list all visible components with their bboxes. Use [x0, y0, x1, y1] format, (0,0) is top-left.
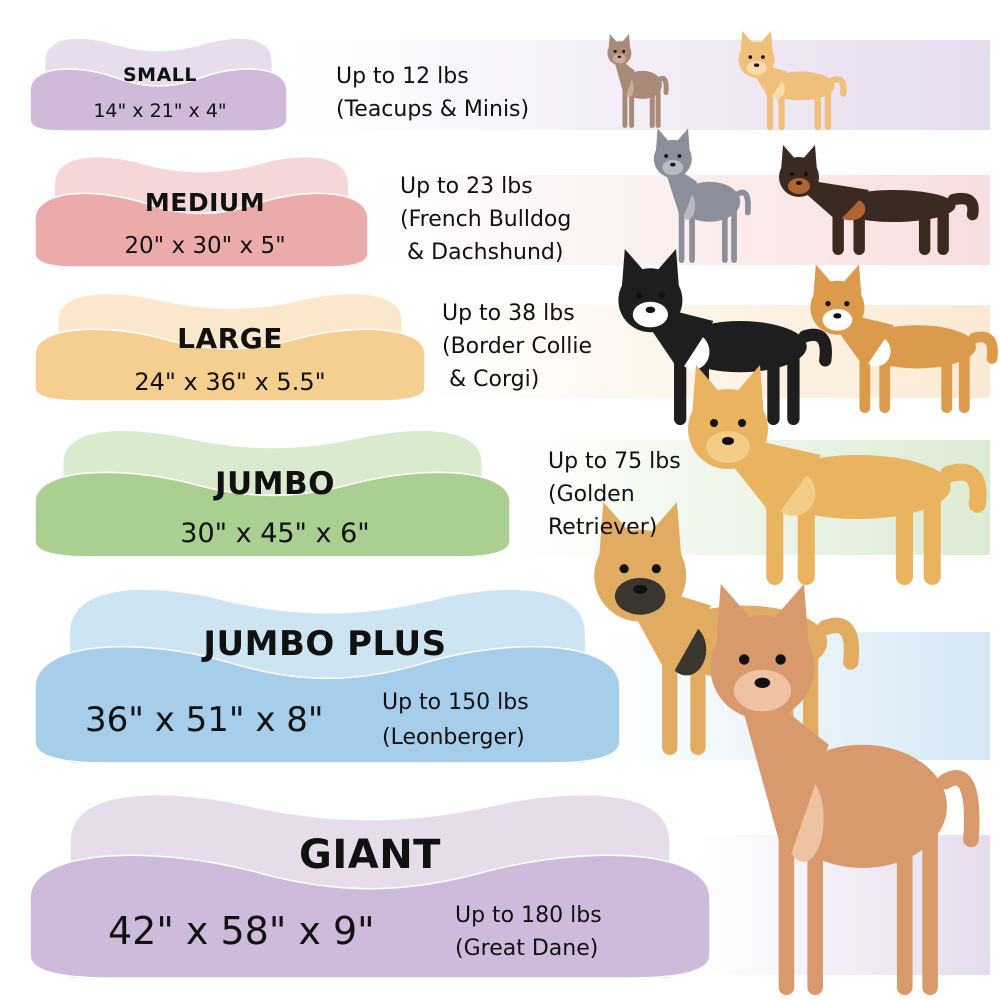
- bed-front-cushion: [35, 647, 620, 763]
- weight-medium: Up to 23 lbs: [400, 174, 533, 199]
- weight-jumbo-plus: Up to 150 lbs: [382, 690, 529, 715]
- weight-jumbo: Up to 75 lbs: [548, 449, 681, 474]
- great-dane-icon: [710, 584, 980, 995]
- breeds-small-0: (Teacups & Minis): [336, 97, 530, 122]
- bed-front-cushion: [30, 855, 710, 978]
- size-title-medium: MEDIUM: [144, 188, 266, 217]
- size-title-jumbo: JUMBO: [214, 466, 336, 502]
- chihuahua-icon: [607, 34, 669, 128]
- bed-front-cushion: [30, 69, 287, 131]
- size-dims-small: 14" x 21" x 4": [93, 100, 227, 122]
- size-dims-large: 24" x 36" x 5.5": [134, 368, 326, 396]
- size-title-large: LARGE: [177, 322, 283, 355]
- breeds-jumbo-1: Retriever): [548, 515, 658, 540]
- breeds-medium-1: & Dachshund): [400, 240, 564, 265]
- size-dims-jumbo: 30" x 45" x 6": [180, 518, 370, 549]
- size-title-small: SMALL: [122, 64, 197, 86]
- border-collie-icon: [618, 249, 832, 425]
- bed-jumbo: [35, 426, 510, 557]
- corgi-icon: [810, 264, 998, 413]
- bed-jumbo-plus: [35, 583, 620, 763]
- golden-retriever-icon: [688, 365, 987, 585]
- weight-large: Up to 38 lbs: [442, 301, 575, 326]
- size-dims-giant: 42" x 58" x 9": [108, 909, 375, 953]
- bed-small: [30, 35, 287, 131]
- dachshund-icon: [779, 145, 979, 255]
- pomeranian-icon: [738, 31, 847, 130]
- breeds-giant-0: (Great Dane): [455, 936, 599, 961]
- french-bulldog-icon: [653, 128, 751, 263]
- breeds-medium-0: (French Bulldog: [400, 207, 572, 232]
- bed-large: [35, 290, 425, 401]
- size-title-giant: GIANT: [299, 832, 441, 878]
- size-title-jumbo-plus: JUMBO PLUS: [203, 624, 447, 664]
- weight-giant: Up to 180 lbs: [455, 903, 602, 928]
- size-dims-jumbo-plus: 36" x 51" x 8": [85, 700, 324, 740]
- breeds-jumbo-plus-0: (Leonberger): [382, 725, 525, 750]
- bed-medium: [35, 153, 368, 267]
- breeds-jumbo-0: (Golden: [548, 482, 635, 507]
- breeds-large-1: & Corgi): [442, 367, 540, 392]
- bed-giant: [30, 788, 710, 978]
- bed-front-cushion: [35, 472, 510, 557]
- size-dims-medium: 20" x 30" x 5": [124, 233, 286, 259]
- breeds-large-0: (Border Collie: [442, 334, 593, 359]
- weight-small: Up to 12 lbs: [336, 64, 469, 89]
